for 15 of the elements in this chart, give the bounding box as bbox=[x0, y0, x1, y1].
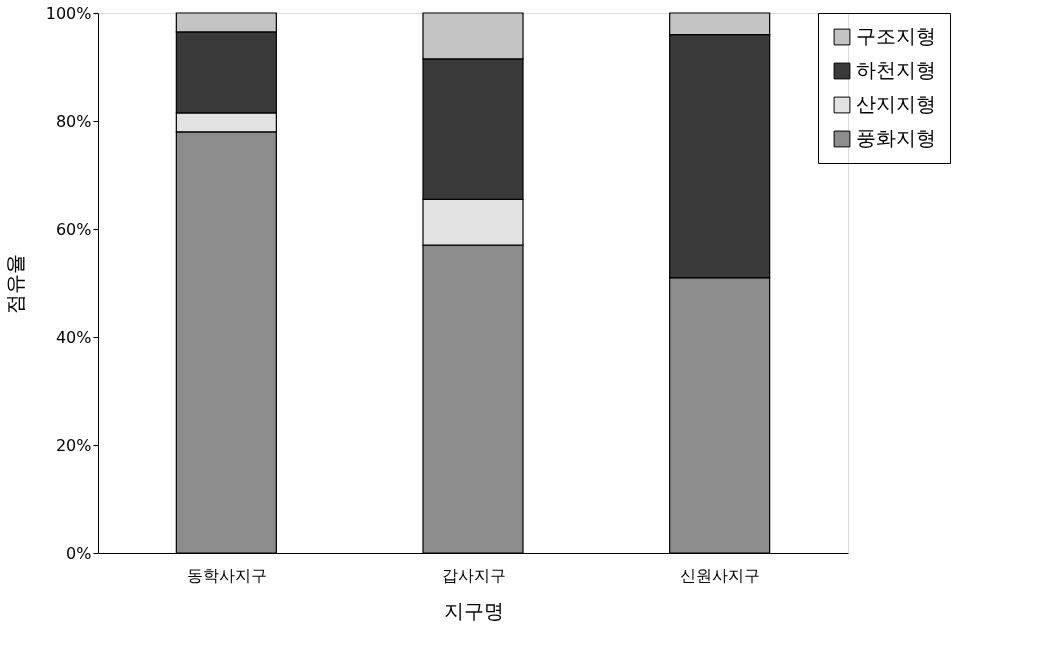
legend-label: 하천지형 bbox=[856, 58, 936, 82]
x-tick-label: 동학사지구 bbox=[186, 565, 267, 585]
y-tick-label: 40% bbox=[55, 327, 92, 347]
x-tick-label: 갑사지구 bbox=[441, 565, 506, 585]
x-axis-title: 지구명 bbox=[443, 598, 504, 623]
y-tick-label: 60% bbox=[55, 219, 92, 239]
legend-label: 산지지형 bbox=[856, 92, 936, 116]
x-tick-label: 신원사지구 bbox=[680, 565, 761, 585]
y-tick-label: 80% bbox=[55, 111, 92, 131]
y-axis-title: 점유율 bbox=[2, 253, 27, 314]
legend-label: 풍화지형 bbox=[856, 126, 936, 150]
legend-label: 구조지형 bbox=[856, 24, 936, 48]
y-tick-label: 0% bbox=[66, 543, 92, 563]
y-tick-label: 20% bbox=[55, 435, 92, 455]
y-tick-label: 100% bbox=[45, 3, 92, 23]
